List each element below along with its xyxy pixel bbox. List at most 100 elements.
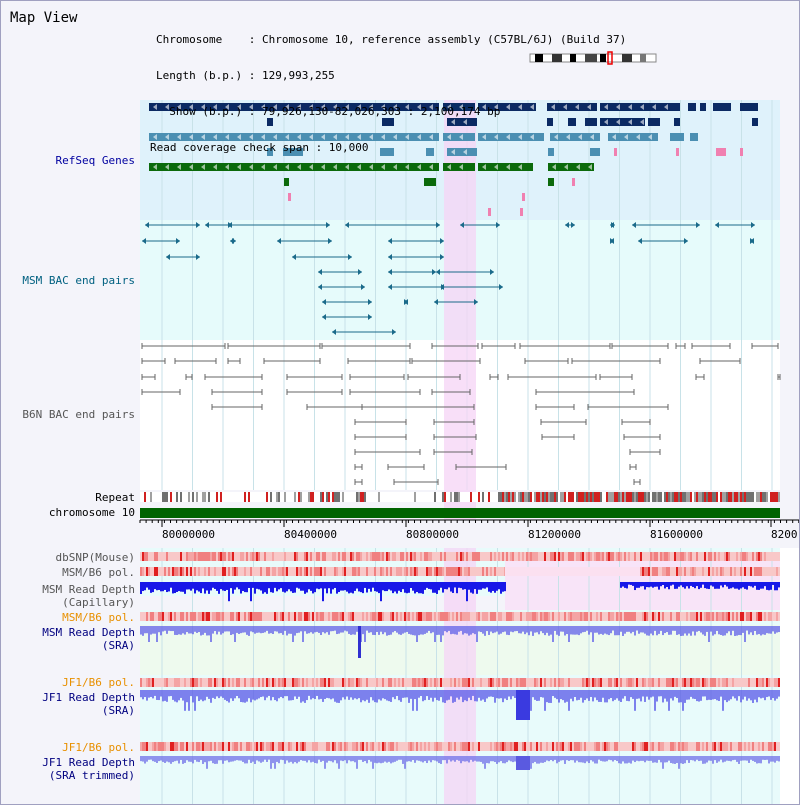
pol-mark xyxy=(156,742,158,751)
repeat-element xyxy=(300,492,302,502)
read-depth-bar xyxy=(494,582,496,593)
read-depth-bar xyxy=(348,690,350,700)
read-depth-bar xyxy=(452,626,454,634)
read-depth-bar xyxy=(756,582,758,590)
repeat-element xyxy=(616,492,618,502)
pol-mark xyxy=(740,567,742,576)
read-depth-bar xyxy=(324,690,326,699)
track-label-jf1-depth-trimmed[interactable]: JF1 Read Depth (SRA trimmed) xyxy=(42,756,135,782)
track-label-b6n-bac[interactable]: B6N BAC end pairs xyxy=(22,408,135,421)
read-depth-bar xyxy=(630,690,632,698)
read-depth-bar xyxy=(460,626,462,631)
pol-mark xyxy=(504,742,506,751)
read-depth-bar xyxy=(304,690,306,703)
repeat-element xyxy=(266,492,268,502)
read-depth-bar xyxy=(634,582,636,591)
pol-mark xyxy=(430,678,432,687)
read-depth-bar xyxy=(474,756,476,761)
repeat-element xyxy=(762,492,764,502)
track-label-jf1-pol-2[interactable]: JF1/B6 pol. xyxy=(62,741,135,754)
pol-mark xyxy=(396,612,398,621)
track-label-jf1-pol-1[interactable]: JF1/B6 pol. xyxy=(62,676,135,689)
track-label-dbsnp[interactable]: dbSNP(Mouse) xyxy=(55,551,135,564)
pol-mark xyxy=(614,678,616,687)
msm-bac-end xyxy=(436,269,440,275)
read-depth-bar xyxy=(602,690,604,698)
read-depth-bar xyxy=(684,582,686,589)
read-depth-bar xyxy=(490,690,492,697)
pol-mark xyxy=(606,552,608,561)
read-depth-bar xyxy=(778,756,780,762)
track-label-chromosome[interactable]: chromosome 10 xyxy=(48,506,135,519)
read-depth-bar xyxy=(476,626,478,642)
pol-mark xyxy=(722,742,724,751)
pol-mark xyxy=(686,678,688,687)
track-label-msm-depth-capillary[interactable]: MSM Read Depth (Capillary) xyxy=(42,583,135,609)
pol-mark xyxy=(146,678,148,687)
read-depth-bar xyxy=(190,626,192,634)
read-depth-bar xyxy=(492,756,494,762)
read-depth-bar xyxy=(302,626,304,642)
read-depth-bar xyxy=(238,756,240,761)
gene-strand-arrow xyxy=(237,164,241,170)
pol-mark xyxy=(682,742,684,751)
gene-strand-arrow xyxy=(213,134,217,140)
pol-mark xyxy=(686,612,688,621)
read-depth-bar xyxy=(644,756,646,763)
read-depth-bar xyxy=(234,626,236,642)
pol-mark xyxy=(562,742,564,751)
read-depth-bar xyxy=(488,756,490,764)
read-depth-bar xyxy=(194,756,196,760)
pol-mark xyxy=(284,678,286,687)
msm-bac-end xyxy=(751,222,755,228)
repeat-element xyxy=(512,492,514,502)
track-label-msm-pol-2[interactable]: MSM/B6 pol. xyxy=(62,611,135,624)
pol-mark xyxy=(284,567,286,576)
pol-mark xyxy=(488,678,490,687)
msm-bac-end xyxy=(499,284,503,290)
read-depth-bar xyxy=(352,756,354,762)
read-depth-bar xyxy=(636,626,638,631)
track-label-msm-pol-1[interactable]: MSM/B6 pol. xyxy=(62,566,135,579)
read-depth-bar xyxy=(656,626,658,636)
repeat-element xyxy=(276,492,278,502)
read-depth-bar xyxy=(142,626,144,636)
read-depth-bar xyxy=(442,626,444,636)
pol-mark xyxy=(574,742,576,751)
gene-strand-arrow xyxy=(566,134,570,140)
track-label-jf1-depth-sra[interactable]: JF1 Read Depth (SRA) xyxy=(42,691,135,717)
track-label-refseq[interactable]: RefSeq Genes xyxy=(55,154,135,167)
read-depth-bar xyxy=(386,626,388,636)
repeat-element xyxy=(726,492,728,502)
read-depth-bar xyxy=(730,626,732,636)
read-depth-bar xyxy=(148,582,150,590)
read-depth-bar xyxy=(340,582,342,591)
read-depth-bar xyxy=(654,690,656,711)
pol-mark xyxy=(190,612,192,621)
pol-mark xyxy=(194,567,196,576)
read-depth-bar xyxy=(688,690,690,700)
track-label-msm-bac[interactable]: MSM BAC end pairs xyxy=(22,274,135,287)
track-label-repeat[interactable]: Repeat xyxy=(95,491,135,504)
pol-mark xyxy=(564,612,566,621)
read-depth-bar xyxy=(430,626,432,634)
pol-mark xyxy=(676,612,678,621)
read-depth-bar xyxy=(142,690,144,700)
pol-mark xyxy=(592,678,594,687)
repeat-element xyxy=(588,492,590,502)
pol-mark xyxy=(290,742,292,751)
read-depth-bar xyxy=(310,582,312,591)
track-label-msm-depth-sra[interactable]: MSM Read Depth (SRA) xyxy=(42,626,135,652)
msm-bac-end xyxy=(460,222,464,228)
refseq-gene xyxy=(548,148,554,156)
pol-mark xyxy=(388,742,390,751)
read-depth-bar xyxy=(462,756,464,762)
read-depth-bar xyxy=(574,626,576,635)
read-depth-bar xyxy=(148,626,150,642)
read-depth-bar xyxy=(706,690,708,701)
read-depth-bar xyxy=(250,626,252,632)
pol-mark xyxy=(202,612,204,621)
read-depth-bar xyxy=(476,690,478,702)
pol-mark xyxy=(162,612,164,621)
read-depth-bar xyxy=(166,626,168,634)
